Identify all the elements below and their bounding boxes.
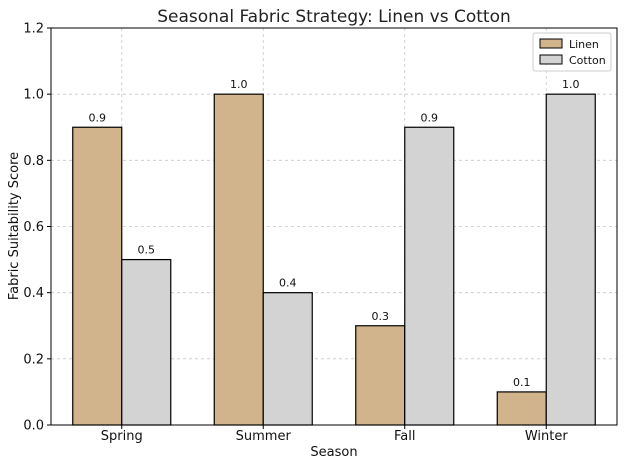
- bar-cotton-winter: [545, 93, 596, 426]
- data-label-linen-spring: 0.9: [89, 111, 107, 124]
- data-label-cotton-fall: 0.9: [421, 111, 439, 124]
- legend-label-cotton: Cotton: [569, 54, 606, 67]
- y-tick-label: 1.0: [23, 88, 44, 103]
- x-axis-label: Season: [310, 445, 357, 460]
- x-tick-label: Winter: [525, 429, 569, 444]
- y-tick-label: 0.0: [23, 419, 44, 434]
- data-label-linen-fall: 0.3: [372, 310, 390, 323]
- bar-linen-summer: [213, 93, 264, 426]
- legend-label-linen: Linen: [569, 38, 599, 51]
- data-labels: 0.9 1.0 0.3 0.1 0.5 0.4 0.9 1.0: [89, 78, 580, 389]
- x-tick-label: Spring: [101, 429, 143, 444]
- data-label-cotton-summer: 0.4: [279, 277, 297, 290]
- bar-linen-fall: [355, 325, 406, 426]
- y-tick-label: 1.2: [23, 22, 44, 37]
- y-axis-label: Fabric Suitability Score: [7, 152, 22, 300]
- y-tick-label: 0.6: [23, 220, 44, 235]
- data-label-cotton-winter: 1.0: [562, 78, 580, 91]
- bar-cotton-fall: [404, 126, 455, 426]
- legend-swatch-linen: [539, 38, 563, 49]
- x-tick-label: Summer: [236, 429, 292, 444]
- bar-linen-winter: [496, 391, 547, 426]
- y-ticks: 0.0 0.2 0.4 0.6 0.8 1.0 1.2: [23, 22, 51, 434]
- bars: [72, 93, 596, 426]
- chart-title: Seasonal Fabric Strategy: Linen vs Cotto…: [157, 7, 511, 27]
- y-tick-label: 0.2: [23, 352, 44, 367]
- data-label-linen-summer: 1.0: [230, 78, 248, 91]
- bar-linen-spring: [72, 126, 123, 426]
- bar-cotton-spring: [121, 258, 172, 426]
- legend-swatch-cotton: [539, 54, 563, 65]
- data-label-cotton-spring: 0.5: [138, 244, 156, 257]
- bar-cotton-summer: [262, 292, 313, 426]
- x-ticks: Spring Summer Fall Winter: [101, 425, 569, 444]
- x-tick-label: Fall: [394, 429, 415, 444]
- legend: Linen Cotton: [532, 32, 612, 72]
- y-tick-label: 0.4: [23, 286, 44, 301]
- y-tick-label: 0.8: [23, 154, 44, 169]
- data-label-linen-winter: 0.1: [513, 376, 531, 389]
